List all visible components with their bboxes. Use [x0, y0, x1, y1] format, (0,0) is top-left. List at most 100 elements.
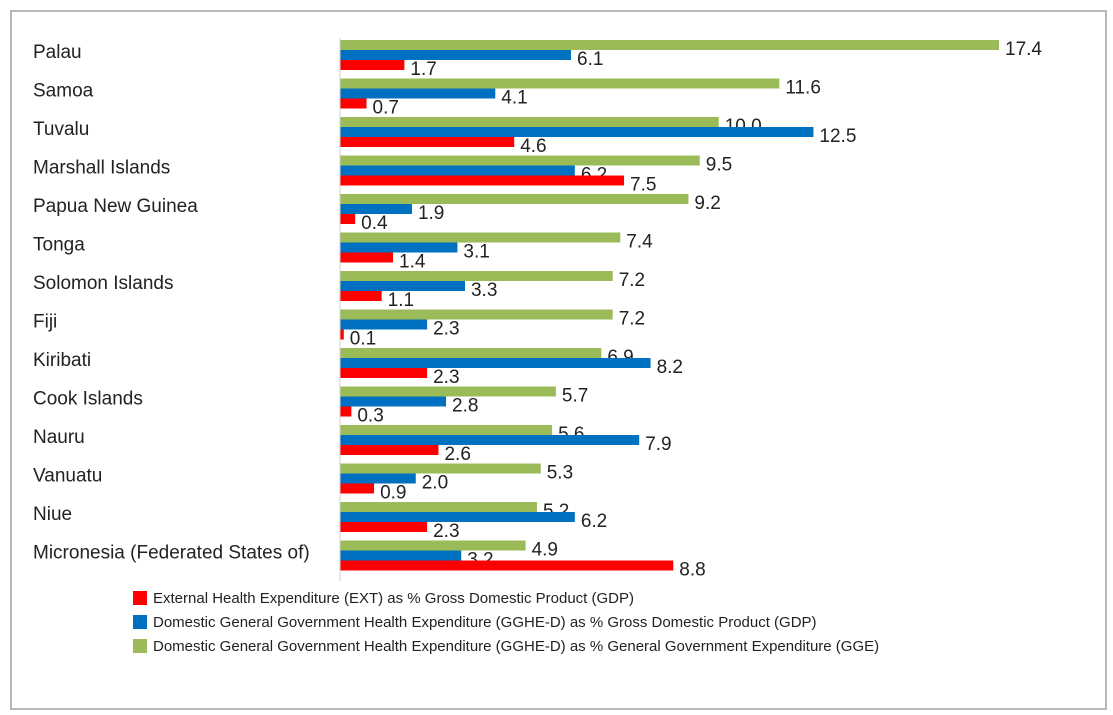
data-label-ghed-gdp: 2.8: [452, 396, 478, 417]
bar-ext: [340, 560, 674, 571]
bar-ext: [340, 60, 405, 70]
category-label: Solomon Islands: [33, 273, 173, 294]
bar-ghed-gge: [340, 502, 537, 512]
category-label: Marshall Islands: [33, 158, 170, 179]
data-label-ext: 0.3: [357, 406, 383, 427]
chart-legend: External Health Expenditure (EXT) as % G…: [133, 586, 879, 658]
bar-ghed-gdp: [340, 242, 458, 253]
category-label: Vanuatu: [33, 466, 102, 487]
data-label-ext: 0.9: [380, 483, 406, 504]
category-label: Papua New Guinea: [33, 196, 198, 217]
bar-ghed-gge: [340, 463, 541, 474]
bar-ext: [340, 368, 428, 378]
data-label-ghed-gdp: 1.9: [418, 203, 444, 224]
bar-ghed-gge: [340, 117, 719, 127]
legend-label-ghed-gdp: Domestic General Government Health Expen…: [153, 613, 817, 631]
bar-ext: [340, 291, 382, 301]
bar-ext: [340, 522, 428, 532]
data-label-ghed-gge: 17.4: [1005, 39, 1042, 60]
category-label: Nauru: [33, 427, 85, 448]
data-label-ghed-gdp: 2.0: [422, 473, 448, 494]
data-label-ghed-gdp: 2.3: [433, 319, 459, 340]
data-label-ghed-gge: 7.2: [619, 270, 645, 291]
bar-ext: [340, 406, 352, 417]
data-label-ext: 1.1: [388, 290, 414, 311]
bar-ghed-gge: [340, 232, 621, 243]
data-label-ext: 7.5: [630, 175, 656, 196]
data-label-ext: 1.7: [410, 59, 436, 80]
category-label: Tonga: [33, 235, 85, 256]
bar-ghed-gdp: [340, 127, 814, 137]
bar-ghed-gge: [340, 348, 602, 358]
bar-ghed-gdp: [340, 50, 572, 60]
bar-ghed-gge: [340, 194, 689, 204]
data-label-ghed-gdp: 12.5: [819, 126, 856, 147]
bar-ghed-gdp: [340, 435, 640, 445]
data-label-ghed-gge: 9.5: [706, 155, 732, 176]
bar-ext: [340, 98, 367, 109]
legend-item-ghed-gge: Domestic General Government Health Expen…: [133, 634, 879, 658]
data-label-ext: 0.4: [361, 213, 388, 234]
bar-ghed-gge: [340, 540, 526, 551]
data-label-ghed-gdp: 6.2: [581, 511, 607, 532]
category-label: Cook Islands: [33, 389, 143, 410]
bar-ghed-gge: [340, 386, 556, 397]
data-label-ghed-gdp: 3.1: [463, 242, 489, 263]
legend-swatch-ghed-gdp: [133, 615, 147, 629]
bar-ghed-gge: [340, 425, 553, 435]
category-label: Niue: [33, 504, 72, 525]
legend-item-ghed-gdp: Domestic General Government Health Expen…: [133, 610, 879, 634]
data-label-ext: 8.8: [679, 560, 705, 581]
data-label-ghed-gge: 5.3: [547, 463, 573, 484]
bar-ghed-gge: [340, 309, 613, 320]
bar-ghed-gdp: [340, 165, 575, 176]
bar-ext: [340, 445, 439, 455]
bar-ghed-gge: [340, 78, 780, 89]
category-label: Tuvalu: [33, 119, 89, 140]
data-label-ghed-gge: 11.6: [785, 78, 821, 99]
bar-ghed-gdp: [340, 396, 447, 407]
data-label-ghed-gge: 7.2: [619, 309, 645, 330]
category-label: Kiribati: [33, 350, 91, 371]
bar-ghed-gdp: [340, 473, 416, 484]
data-label-ext: 1.4: [399, 252, 426, 273]
bar-ext: [340, 329, 344, 340]
data-label-ext: 0.1: [350, 329, 376, 350]
legend-label-ghed-gge: Domestic General Government Health Expen…: [153, 637, 880, 655]
bar-ghed-gdp: [340, 281, 465, 291]
legend-item-ext: External Health Expenditure (EXT) as % G…: [133, 586, 879, 610]
bar-ext: [340, 214, 356, 224]
bar-ghed-gge: [340, 40, 999, 50]
data-label-ghed-gdp: 6.1: [577, 49, 603, 70]
legend-label-ext: External Health Expenditure (EXT) as % G…: [153, 589, 634, 607]
bar-ghed-gdp: [340, 204, 412, 214]
bar-ghed-gdp: [340, 550, 462, 561]
data-label-ext: 2.3: [433, 367, 459, 388]
bar-ghed-gdp: [340, 88, 496, 99]
bar-ghed-gdp: [340, 319, 428, 330]
data-label-ext: 2.6: [444, 444, 470, 465]
data-label-ext: 4.6: [520, 136, 546, 157]
bar-ext: [340, 175, 625, 186]
legend-swatch-ghed-gge: [133, 639, 147, 653]
data-label-ghed-gdp: 7.9: [645, 434, 671, 455]
bar-ext: [340, 483, 375, 494]
data-label-ghed-gge: 4.9: [532, 540, 558, 561]
category-label: Palau: [33, 42, 82, 63]
data-label-ghed-gdp: 4.1: [501, 88, 527, 109]
bar-ext: [340, 137, 515, 147]
data-label-ext: 2.3: [433, 521, 459, 542]
data-label-ext: 0.7: [373, 98, 399, 119]
data-label-ghed-gdp: 3.3: [471, 280, 497, 301]
bar-ghed-gge: [340, 155, 700, 166]
bar-ghed-gdp: [340, 512, 575, 522]
data-label-ghed-gge: 7.4: [626, 232, 653, 253]
category-label: Fiji: [33, 312, 57, 333]
data-label-ghed-gdp: 8.2: [657, 357, 683, 378]
legend-swatch-ext: [133, 591, 147, 605]
data-label-ghed-gge: 9.2: [694, 193, 720, 214]
bar-ext: [340, 252, 394, 263]
data-label-ghed-gge: 5.7: [562, 386, 588, 407]
category-label: Micronesia (Federated States of): [33, 543, 310, 564]
